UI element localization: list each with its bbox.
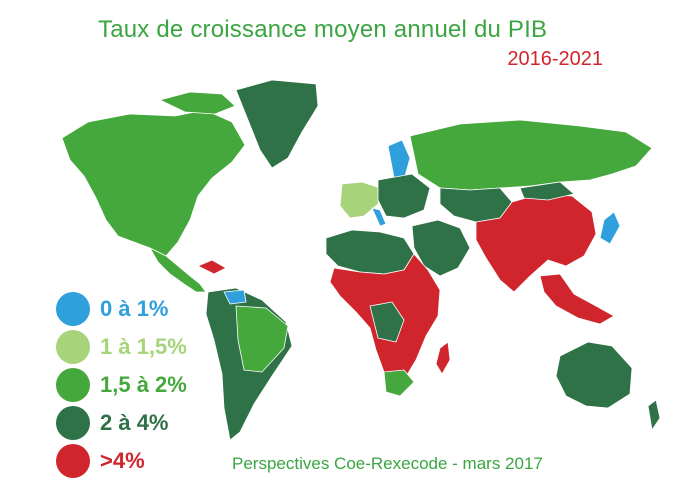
map-subtitle: 2016-2021 <box>507 48 603 70</box>
region-brazil <box>235 305 289 373</box>
region-europe-east <box>377 173 431 219</box>
region-scandinavia <box>387 139 411 181</box>
region-new-zealand <box>647 399 661 431</box>
region-mongolia <box>519 181 575 201</box>
region-north-america <box>61 109 246 257</box>
legend-item: 1,5 à 2% <box>56 366 187 404</box>
region-greenland <box>235 79 319 169</box>
legend-item: >4% <box>56 442 187 480</box>
legend-label: 1,5 à 2% <box>100 372 187 397</box>
region-madagascar <box>435 341 451 375</box>
region-europe-west <box>339 181 381 219</box>
region-italy <box>371 207 387 227</box>
region-russia <box>409 119 653 191</box>
map-title: Taux de croissance moyen annuel du PIB <box>98 16 548 43</box>
legend-label: 0 à 1% <box>100 296 169 321</box>
region-central-africa <box>369 301 405 343</box>
legend-label: 2 à 4% <box>100 410 169 435</box>
source-note: Perspectives Coe-Rexecode - mars 2017 <box>232 454 543 473</box>
region-north-africa <box>325 229 415 275</box>
legend-item: 1 à 1,5% <box>56 328 187 366</box>
legend: 0 à 1% 1 à 1,5% 1,5 à 2% 2 à 4% >4% <box>56 290 187 480</box>
legend-item: 0 à 1% <box>56 290 187 328</box>
region-caribbean <box>197 259 227 275</box>
legend-item: 2 à 4% <box>56 404 187 442</box>
legend-swatch-2-4 <box>56 406 90 440</box>
region-venezuela <box>223 289 247 305</box>
region-japan <box>599 211 621 245</box>
region-south-africa <box>383 369 415 397</box>
legend-swatch-1-5-2 <box>56 368 90 402</box>
legend-label: 1 à 1,5% <box>100 334 187 359</box>
region-arctic-islands <box>159 91 236 115</box>
region-australia <box>555 341 633 409</box>
region-middle-east <box>411 219 471 277</box>
legend-swatch-4-plus <box>56 444 90 478</box>
region-southeast-asia <box>539 273 615 325</box>
legend-label: >4% <box>100 448 145 473</box>
world-map <box>61 79 661 441</box>
legend-swatch-1-1-5 <box>56 330 90 364</box>
region-mexico <box>149 247 207 293</box>
legend-swatch-0-1 <box>56 292 90 326</box>
